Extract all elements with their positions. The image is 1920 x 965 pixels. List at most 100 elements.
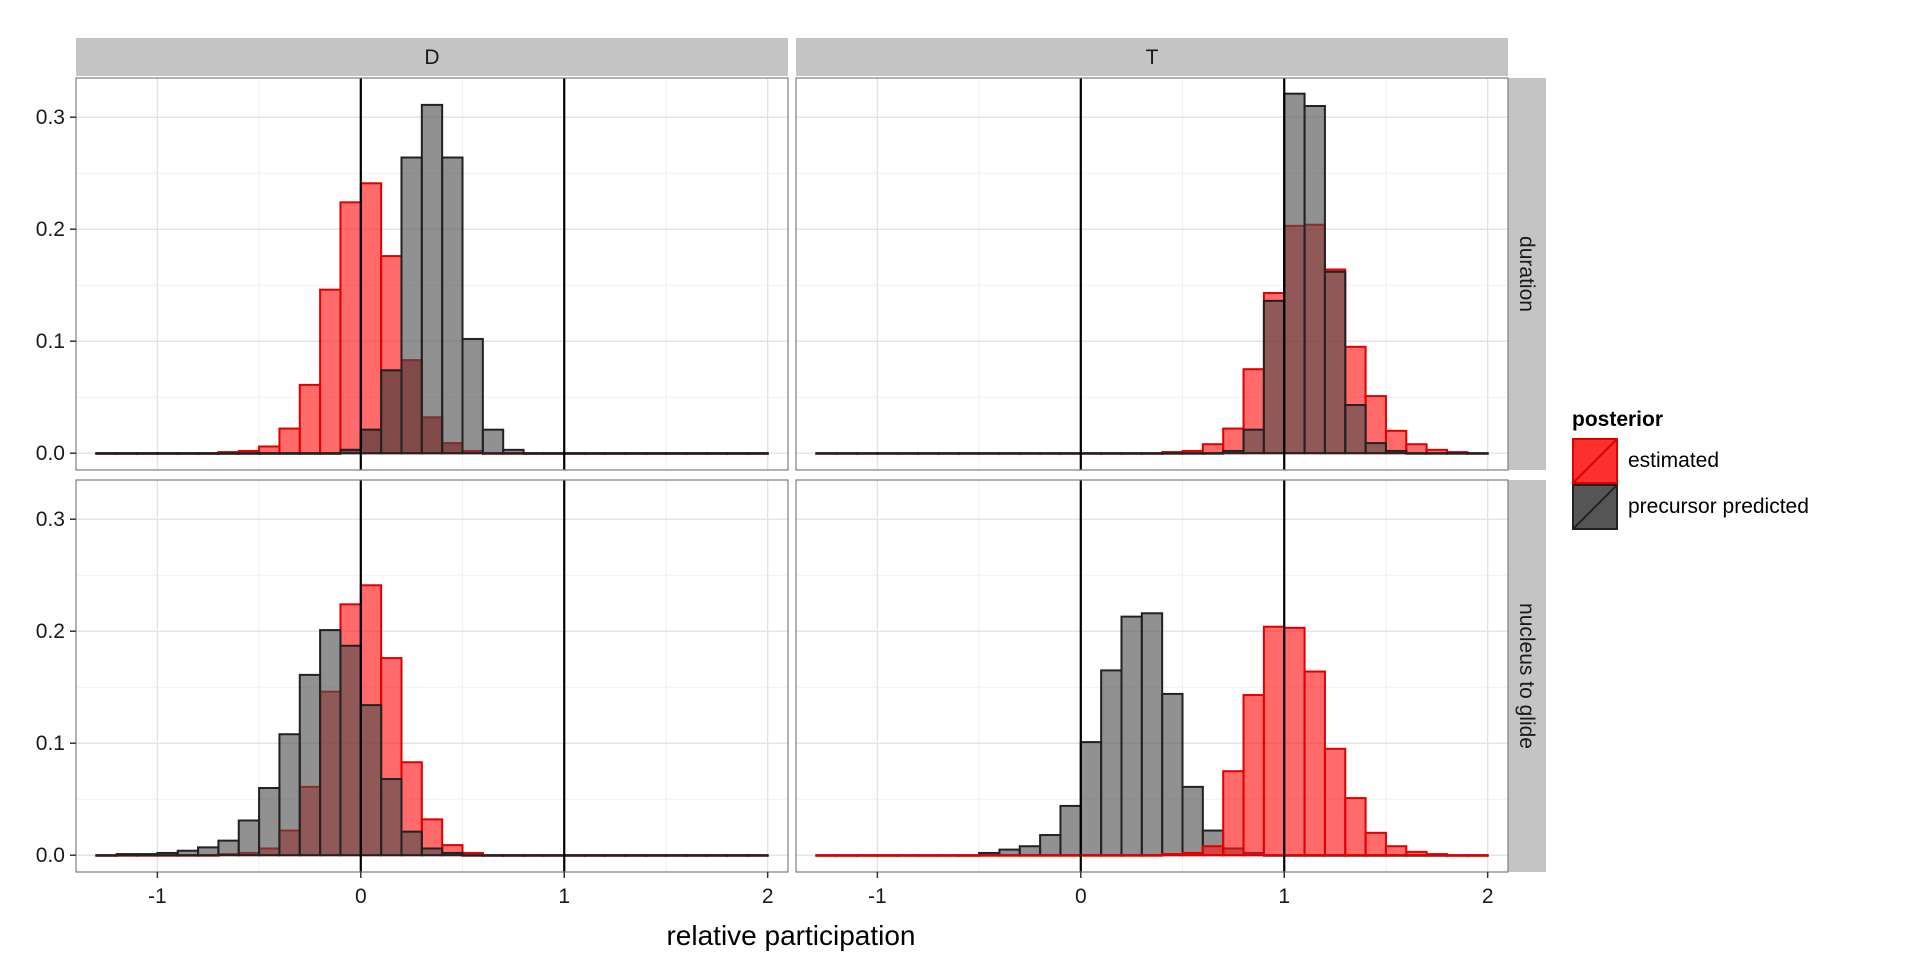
bar-precursor-predicted [380, 778, 403, 857]
bar-estimated [1405, 443, 1428, 455]
bar-precursor-predicted [420, 847, 444, 857]
bar-estimated [1445, 854, 1469, 857]
bar-estimated [1201, 443, 1225, 455]
bar-precursor-predicted [1445, 452, 1469, 455]
bar-estimated [1161, 853, 1184, 857]
bar-precursor-predicted [400, 156, 423, 455]
bar-estimated [1425, 853, 1448, 857]
bar-precursor-predicted [420, 103, 444, 455]
bar-precursor-predicted [136, 452, 159, 455]
bar-precursor-predicted [359, 428, 383, 455]
bar-precursor-predicted [937, 452, 960, 455]
bar-estimated [815, 854, 838, 857]
bar-precursor-predicted [624, 452, 647, 455]
legend-item-estimated: estimated [1572, 438, 1892, 484]
bar-precursor-predicted [1079, 452, 1103, 455]
y-tick-label: 0.2 [36, 620, 65, 643]
legend-key-precursor-predicted [1572, 484, 1618, 530]
bar-precursor-predicted [1140, 612, 1164, 857]
bar-precursor-predicted [1161, 452, 1184, 455]
bar-precursor-predicted [1059, 804, 1082, 857]
x-tick-label: 0 [1075, 885, 1087, 908]
bar-precursor-predicted [746, 452, 769, 455]
bar-precursor-predicted [217, 452, 240, 455]
bar-precursor-predicted [156, 851, 179, 857]
bar-precursor-predicted [856, 452, 879, 455]
bar-precursor-predicted [319, 452, 342, 455]
bar-estimated [1018, 854, 1042, 857]
bar-precursor-predicted [1120, 452, 1143, 455]
bar-precursor-predicted [1364, 442, 1387, 455]
bar-precursor-predicted [481, 428, 505, 455]
bar-precursor-predicted [400, 830, 423, 857]
bar-precursor-predicted [522, 854, 545, 857]
bar-precursor-predicted [542, 854, 566, 857]
facet-strip-duration [1508, 78, 1546, 470]
bar-estimated [998, 854, 1021, 857]
bar-precursor-predicted [1018, 452, 1042, 455]
bar-estimated [1323, 747, 1347, 857]
bar-precursor-predicted [746, 854, 769, 857]
y-tick-label: 0.3 [36, 508, 65, 531]
bar-estimated [1242, 694, 1265, 857]
bar-precursor-predicted [278, 733, 301, 857]
bar-estimated [896, 854, 920, 857]
bar-precursor-predicted [1140, 452, 1164, 455]
bar-estimated [319, 288, 342, 455]
bar-estimated [1140, 854, 1164, 857]
bar-precursor-predicted [258, 787, 281, 857]
panel-border [75, 77, 789, 471]
bar-precursor-predicted [441, 851, 464, 857]
bar-estimated [1384, 845, 1408, 857]
panel-border [795, 479, 1509, 873]
bar-precursor-predicted [705, 452, 728, 455]
bar-precursor-predicted [217, 839, 240, 857]
bar-estimated [1262, 625, 1286, 857]
panel-t-duration [795, 77, 1509, 471]
bar-precursor-predicted [1039, 452, 1062, 455]
bar-precursor-predicted [1100, 452, 1123, 455]
y-tick-label: 0.0 [36, 844, 65, 867]
x-tick-label: 2 [762, 885, 774, 908]
bar-precursor-predicted [95, 854, 118, 857]
bar-precursor-predicted [1466, 452, 1489, 455]
panel-d-duration [75, 77, 789, 471]
bar-precursor-predicted [1323, 270, 1347, 455]
x-tick-label: -1 [868, 885, 887, 908]
bar-precursor-predicted [685, 452, 708, 455]
legend-item-precursor-predicted: precursor predicted [1572, 484, 1892, 530]
bar-precursor-predicted [1344, 404, 1367, 455]
bar-estimated [917, 854, 940, 857]
bar-estimated [359, 182, 383, 455]
bar-precursor-predicted [1100, 669, 1123, 857]
y-tick-label: 0.3 [36, 106, 65, 129]
y-tick-label: 0.2 [36, 218, 65, 241]
x-axis-title: relative participation [666, 920, 915, 951]
legend-title: posterior [1572, 408, 1664, 431]
bar-precursor-predicted [644, 854, 667, 857]
bar-precursor-predicted [957, 452, 981, 455]
bar-precursor-predicted [603, 452, 627, 455]
bar-precursor-predicted [685, 854, 708, 857]
bar-precursor-predicted [1059, 452, 1082, 455]
bar-estimated [1201, 845, 1225, 857]
bar-precursor-predicted [115, 853, 139, 857]
bar-estimated [1466, 854, 1489, 857]
facet-label-d: D [424, 46, 439, 69]
bar-precursor-predicted [481, 854, 505, 857]
bar-precursor-predicted [298, 452, 322, 455]
bar-precursor-predicted [115, 452, 139, 455]
bar-precursor-predicted [563, 452, 586, 455]
y-tick-label: 0.1 [36, 330, 65, 353]
bar-estimated [1222, 770, 1245, 857]
bar-precursor-predicted [522, 452, 545, 455]
panel-background [76, 480, 788, 872]
bar-precursor-predicted [1222, 449, 1245, 455]
facet-label-t: T [1146, 46, 1159, 69]
bar-precursor-predicted [1039, 834, 1062, 857]
bar-precursor-predicted [502, 448, 525, 455]
bar-estimated [278, 427, 301, 455]
bar-estimated [339, 201, 362, 455]
bar-estimated [298, 383, 322, 455]
